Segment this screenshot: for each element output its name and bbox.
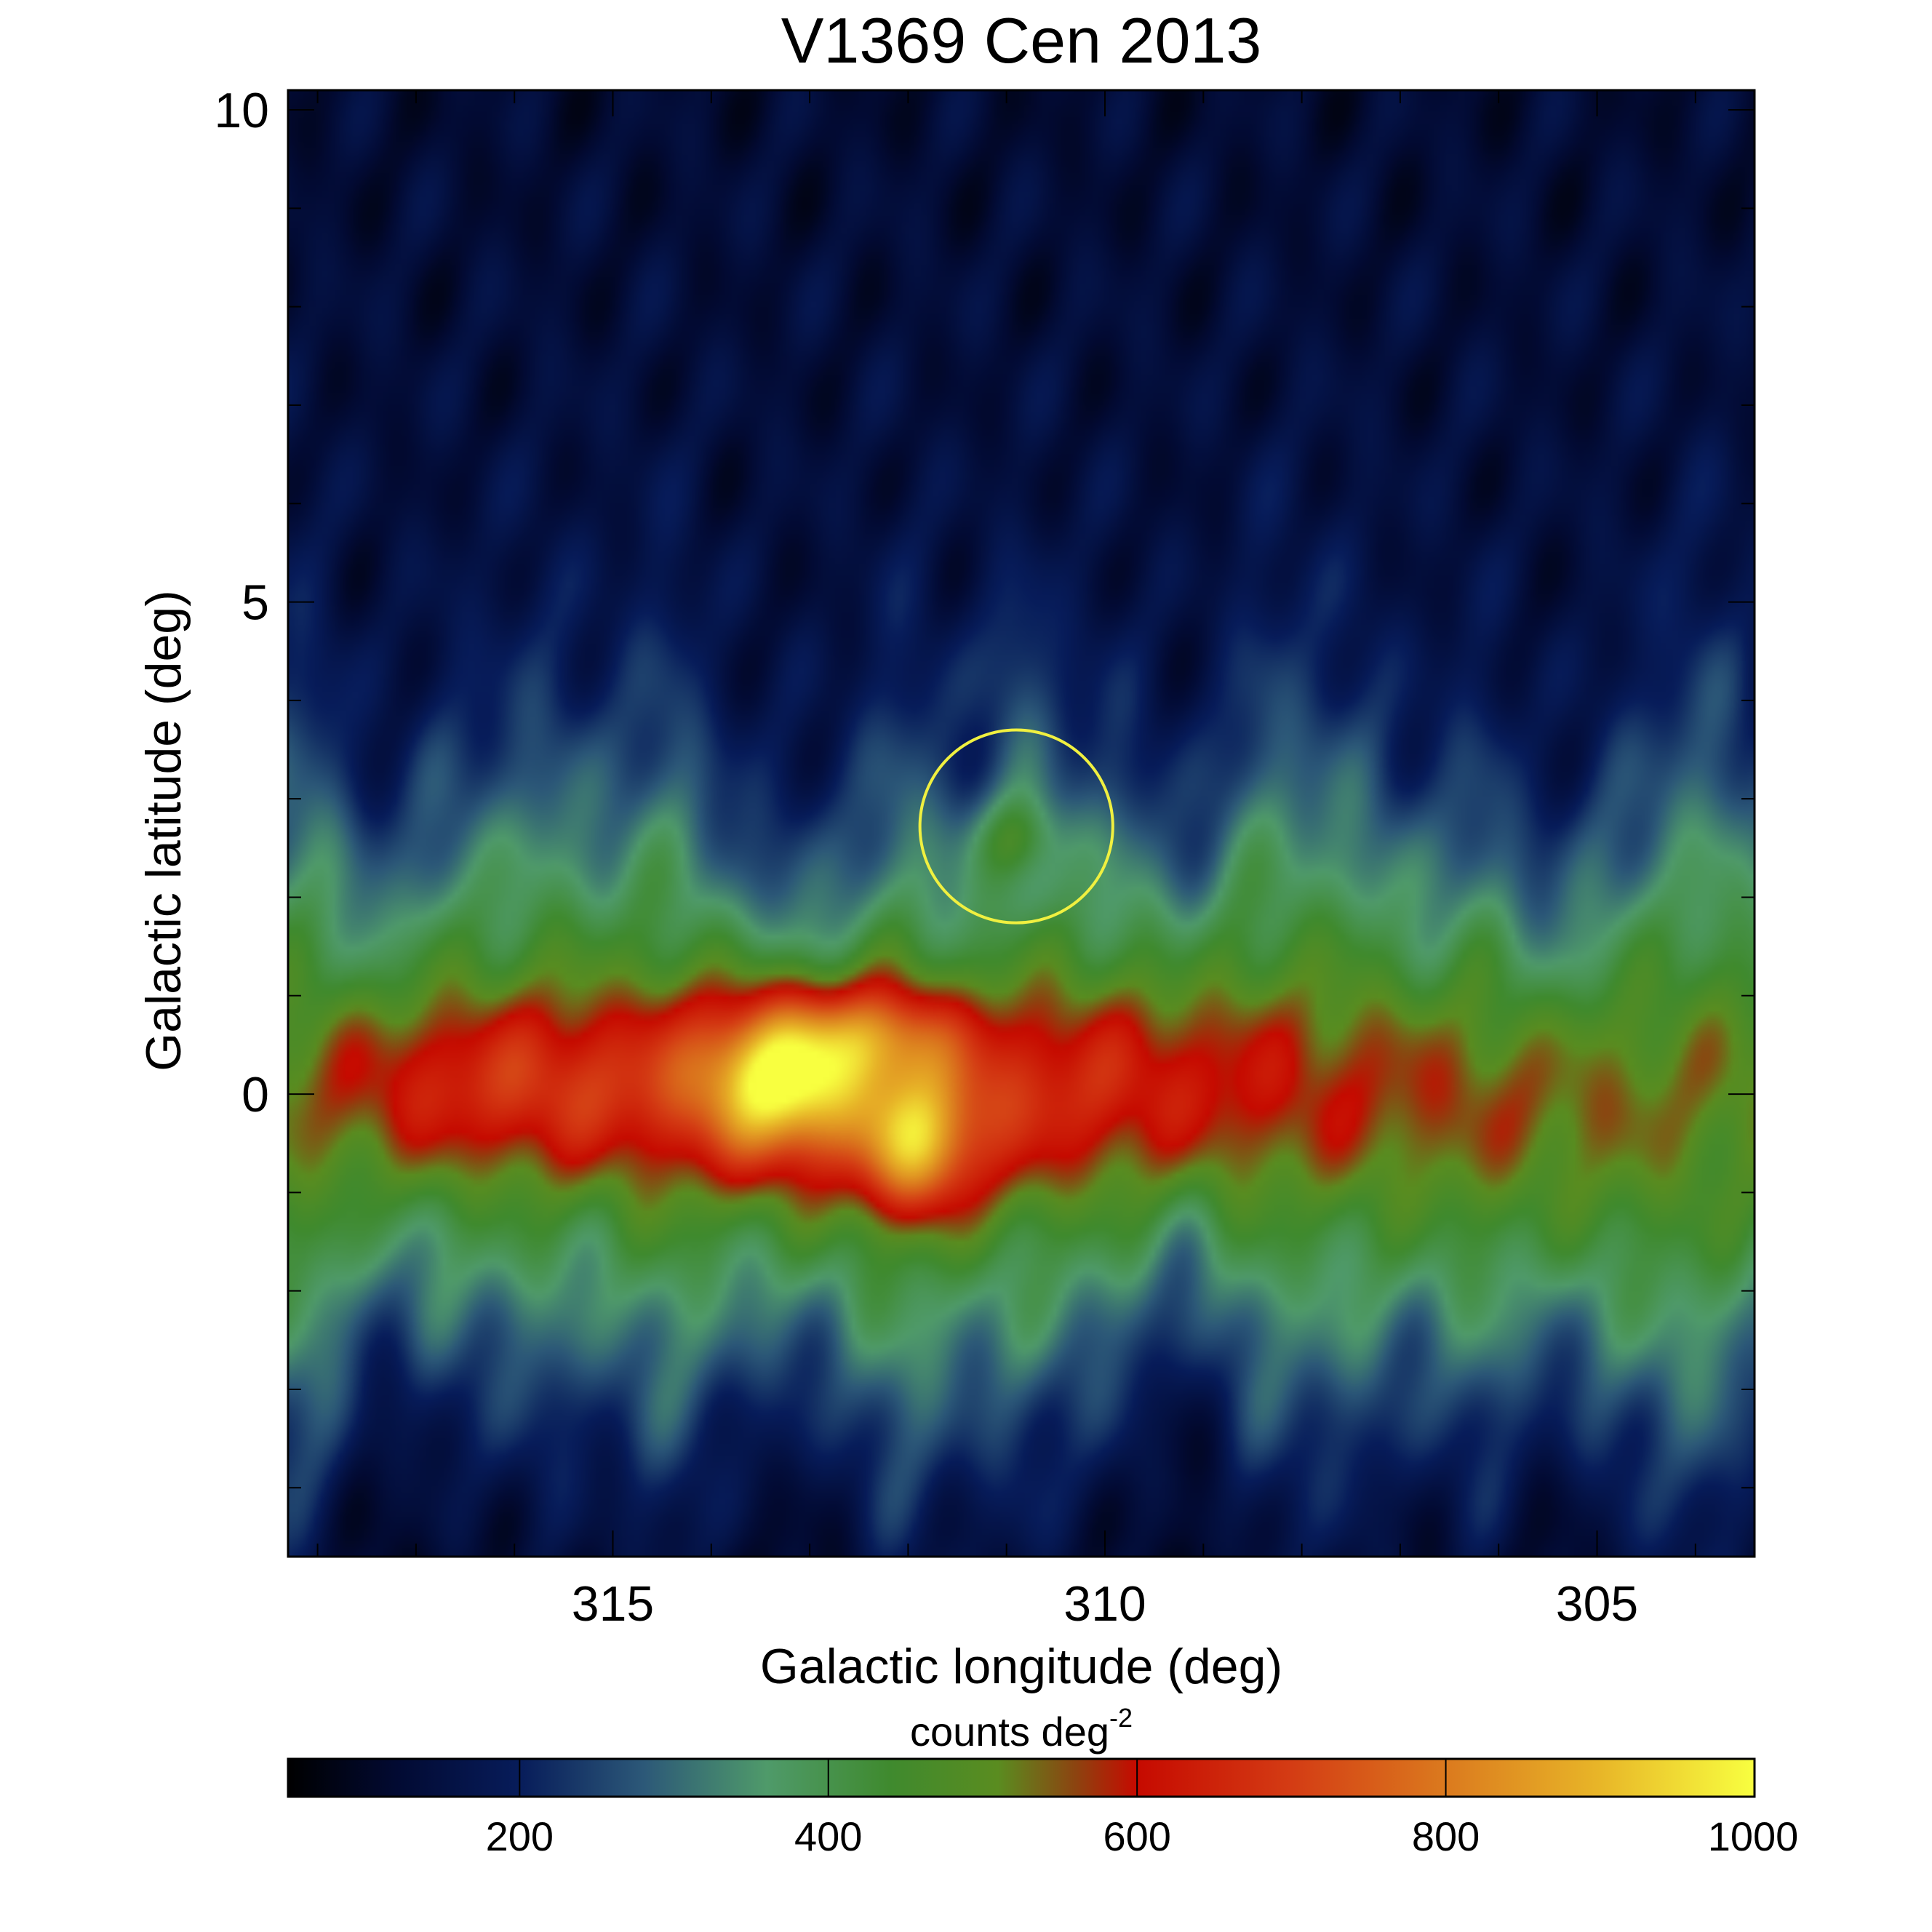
y-tick-label: 0 xyxy=(242,1067,269,1122)
colorbar-tick-label: 400 xyxy=(794,1813,862,1859)
y-tick-label: 10 xyxy=(214,83,269,138)
y-tick-label: 5 xyxy=(242,575,269,631)
colorbar-tick-label: 1000 xyxy=(1708,1813,1799,1859)
colorbar-ticks: 200 400 600 800 1000 xyxy=(486,1759,1799,1859)
plot-ticks: 315 310 305 0 5 10 xyxy=(214,83,1755,1632)
plot-area xyxy=(288,90,1755,1557)
colorbar-label: counts deg-2 xyxy=(910,1703,1133,1755)
heatmap-image xyxy=(288,90,1755,1557)
colorbar-label-text: counts deg xyxy=(910,1709,1109,1755)
x-tick-label: 310 xyxy=(1063,1576,1146,1632)
x-tick-label: 305 xyxy=(1556,1576,1638,1632)
x-axis-label: Galactic longitude (deg) xyxy=(760,1639,1282,1694)
x-tick-label: 315 xyxy=(572,1576,654,1632)
colorbar-tick-label: 600 xyxy=(1103,1813,1170,1859)
chart-title: V1369 Cen 2013 xyxy=(781,4,1262,76)
colorbar-tick-label: 200 xyxy=(486,1813,554,1859)
colorbar xyxy=(287,1757,1756,1798)
plot-frame xyxy=(287,89,1756,1558)
source-region-circle xyxy=(918,728,1114,925)
y-axis-label: Galactic latitude (deg) xyxy=(136,590,191,1071)
colorbar-label-exponent: -2 xyxy=(1109,1703,1133,1733)
colorbar-tick-label: 800 xyxy=(1412,1813,1480,1859)
